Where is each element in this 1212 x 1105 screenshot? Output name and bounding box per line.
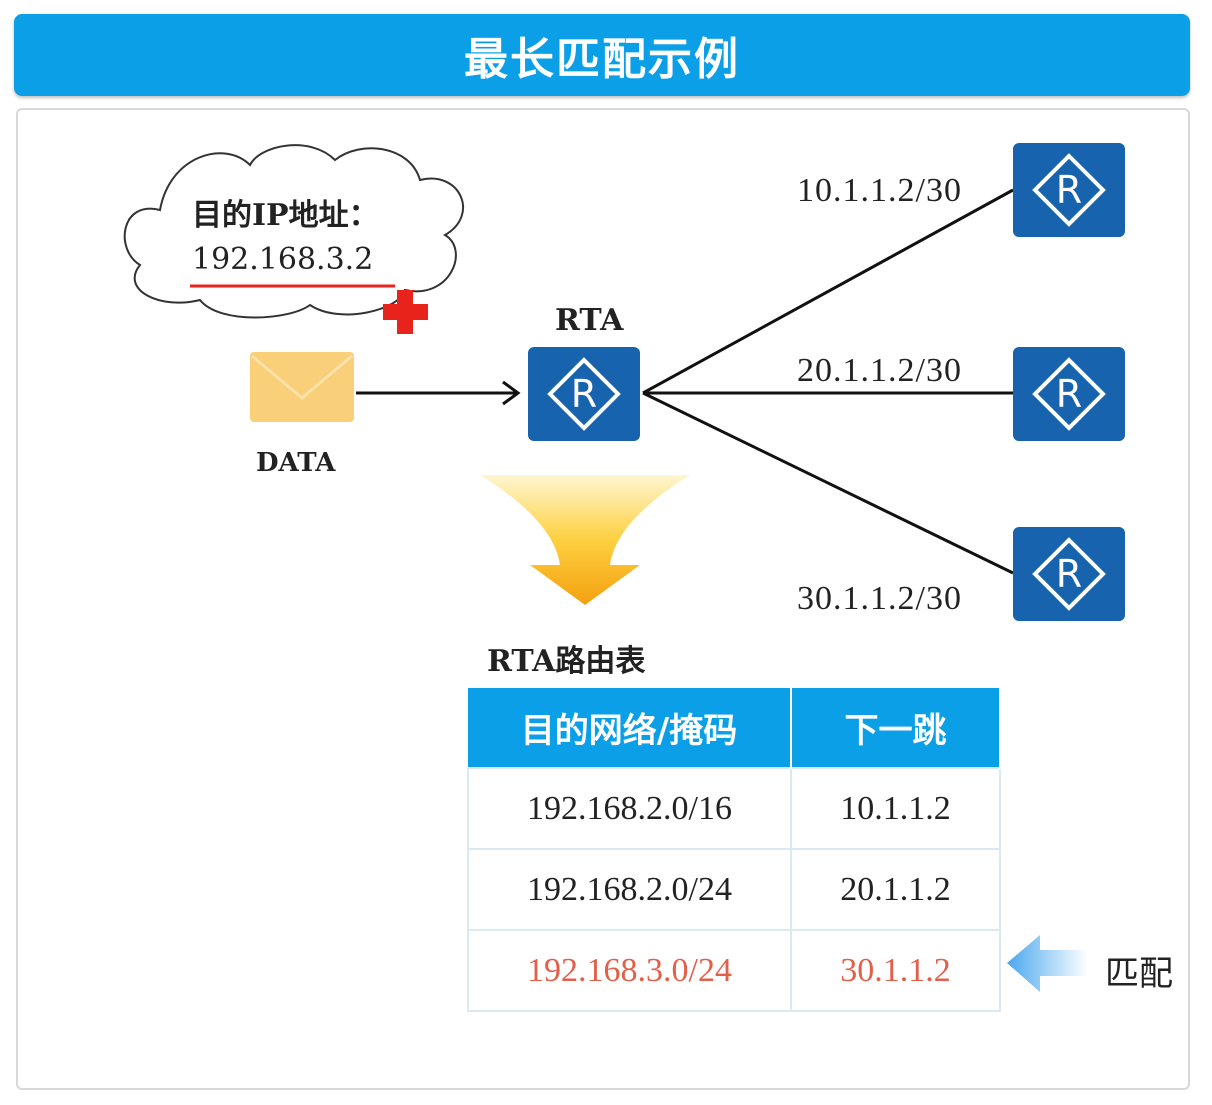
- title-banner: 最长匹配示例: [14, 14, 1190, 96]
- envelope-icon: [250, 352, 354, 422]
- link-label-2: 20.1.1.2/30: [797, 352, 962, 389]
- link-3: [642, 391, 1014, 575]
- cell-next-hop: 20.1.1.2: [790, 848, 1001, 931]
- title: 最长匹配示例: [464, 34, 740, 85]
- cell-destination: 192.168.2.0/16: [467, 767, 792, 850]
- packet-label: DATA: [256, 448, 336, 478]
- header-next-hop: 下一跳: [791, 688, 1001, 768]
- cloud-shape: [123, 144, 464, 319]
- router-3[interactable]: R: [1013, 527, 1125, 621]
- cell-next-hop: 10.1.1.2: [790, 767, 1001, 850]
- red-cross-icon: [383, 290, 428, 334]
- svg-text:R: R: [1056, 168, 1082, 212]
- cell-destination: 192.168.2.0/24: [467, 848, 792, 931]
- routing-table: 目的网络/掩码 下一跳 192.168.2.0/16 10.1.1.2 192.1…: [467, 688, 1001, 1012]
- router-icon: R: [547, 357, 621, 431]
- link-label-3: 30.1.1.2/30: [797, 580, 962, 617]
- down-arrow-icon: [480, 475, 690, 605]
- match-arrow-icon: [1007, 935, 1088, 992]
- router-2[interactable]: R: [1013, 347, 1125, 441]
- table-row: 192.168.2.0/16 10.1.1.2: [467, 767, 1001, 850]
- router-icon: R: [1032, 537, 1106, 611]
- table-row: 192.168.2.0/24 20.1.1.2: [467, 848, 1001, 931]
- router-icon: R: [1032, 357, 1106, 431]
- header-destination: 目的网络/掩码: [468, 688, 792, 768]
- cloud-label: 目的IP地址：: [192, 198, 379, 233]
- diagram-panel: [16, 108, 1190, 1090]
- router-1[interactable]: R: [1013, 143, 1125, 237]
- cell-destination: 192.168.3.0/24: [467, 929, 792, 1012]
- svg-text:R: R: [571, 372, 597, 416]
- router-label: RTA: [555, 303, 624, 338]
- destination-ip: 192.168.3.2: [192, 242, 374, 277]
- link-label-1: 10.1.1.2/30: [797, 172, 962, 209]
- svg-text:R: R: [1056, 552, 1082, 596]
- cell-next-hop: 30.1.1.2: [790, 929, 1001, 1012]
- svg-text:R: R: [1056, 372, 1082, 416]
- table-header-row: 目的网络/掩码 下一跳: [468, 688, 1001, 768]
- table-row-matched: 192.168.3.0/24 30.1.1.2: [467, 929, 1001, 1012]
- router-icon: R: [1032, 153, 1106, 227]
- router-rta[interactable]: R: [528, 347, 640, 441]
- table-title: RTA路由表: [487, 644, 646, 679]
- match-label: 匹配: [1105, 954, 1173, 994]
- link-1: [642, 188, 1014, 395]
